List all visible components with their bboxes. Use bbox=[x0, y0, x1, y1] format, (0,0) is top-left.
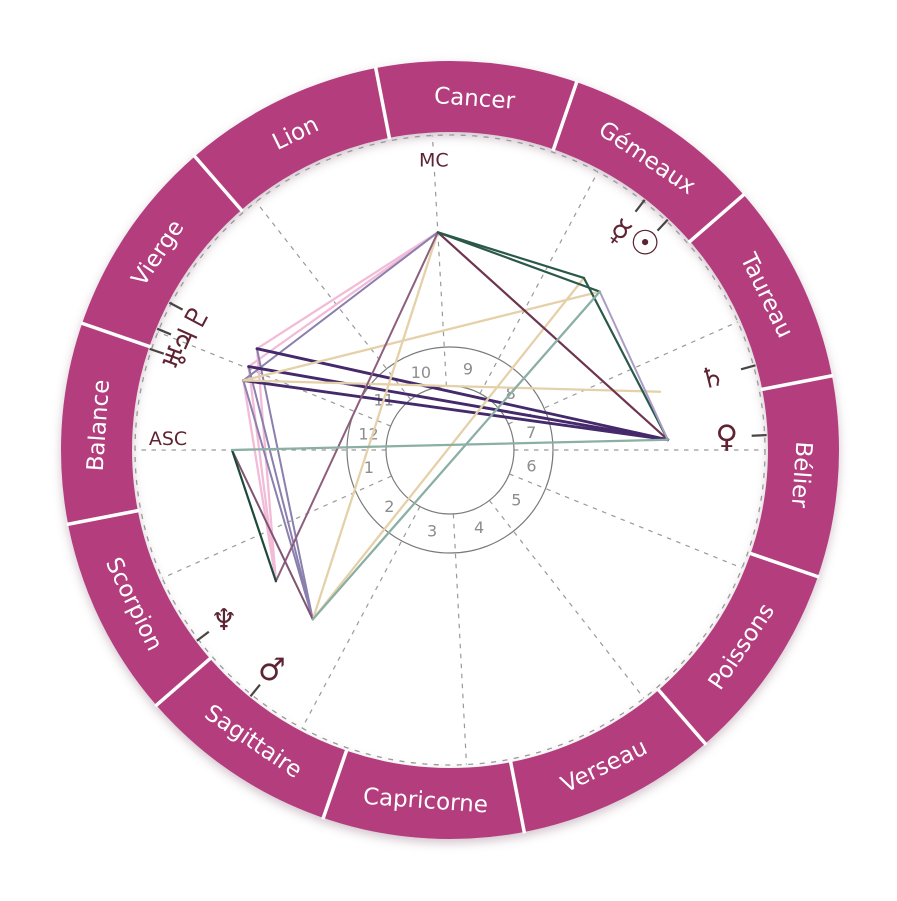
sign-boundary-line bbox=[154, 656, 213, 708]
sign-label-balance: Balance bbox=[83, 379, 115, 472]
aspect-line-asc-venus bbox=[230, 438, 669, 452]
sun-position-tick bbox=[656, 218, 669, 232]
house-cusp-line-6 bbox=[509, 473, 743, 569]
mc-label: MC bbox=[419, 149, 449, 171]
aspect-line-asc-neptune bbox=[230, 448, 277, 583]
pluto-position-tick bbox=[168, 301, 184, 311]
aspect-line-sun-venus bbox=[598, 290, 669, 441]
house-cusp-line-3 bbox=[301, 506, 421, 729]
house-number-5: 5 bbox=[511, 490, 521, 509]
house-number-1: 1 bbox=[364, 458, 374, 477]
mercury-position-tick bbox=[634, 199, 646, 213]
sign-boundary-line bbox=[748, 551, 820, 579]
house-number-4: 4 bbox=[474, 518, 484, 537]
sign-boundary-line bbox=[321, 748, 349, 820]
sign-boundary-line bbox=[192, 154, 244, 213]
sign-label-cancer: Cancer bbox=[433, 83, 516, 115]
house-number-9: 9 bbox=[463, 359, 473, 378]
aspect-line-uranus-venus bbox=[241, 379, 670, 442]
aspect-line-mc-neptune bbox=[274, 231, 439, 583]
saturn-glyph: ♄ bbox=[696, 358, 728, 396]
house-cusp-line-12 bbox=[157, 331, 391, 427]
aspect-line-jupiter-venus bbox=[247, 365, 670, 442]
mars-position-tick bbox=[249, 684, 261, 698]
aspect-line-pluto-neptune bbox=[255, 347, 278, 583]
aspect-line-jupiter-mars bbox=[247, 365, 314, 621]
zodiac-ring-band bbox=[61, 61, 839, 839]
aspect-line-jupiter-neptune bbox=[247, 365, 278, 583]
uranus-position-tick bbox=[149, 347, 165, 355]
aspect-line-uranus-mars bbox=[242, 379, 314, 621]
aspect-line-pluto-mars bbox=[255, 347, 314, 621]
aspect-line-mc-venus bbox=[436, 231, 669, 441]
aspect-line-uranus-neptune bbox=[242, 379, 278, 583]
sign-boundary-line bbox=[551, 80, 579, 152]
saturn-position-tick bbox=[740, 364, 756, 371]
sign-boundary-line bbox=[760, 373, 834, 392]
house-cusp-line-10 bbox=[431, 135, 448, 387]
sign-boundary-line bbox=[373, 66, 392, 140]
aspect-line-mc-mercury bbox=[436, 231, 586, 280]
house-cusp-line-8 bbox=[508, 321, 739, 425]
aspect-line-uranus-sun bbox=[242, 290, 601, 382]
sign-boundary-line bbox=[508, 760, 527, 834]
house-cusp-line-5 bbox=[488, 500, 645, 699]
zodiac-ring: CancerGémeauxTaureauBélierPoissonsVersea… bbox=[61, 61, 839, 839]
sun-glyph: ☉ bbox=[630, 224, 660, 264]
house-number-6: 6 bbox=[526, 456, 536, 475]
aspect-line-mc-sun bbox=[436, 231, 601, 293]
mars-glyph: ♂ bbox=[258, 652, 286, 688]
house-number-10: 10 bbox=[411, 363, 431, 382]
house-number-2: 2 bbox=[384, 497, 394, 516]
venus-position-tick bbox=[751, 433, 767, 437]
neptune-position-tick bbox=[196, 630, 210, 642]
sign-label-belier: Bélier bbox=[786, 441, 817, 510]
house-cusp-line-9 bbox=[479, 171, 599, 394]
aspect-line-asc-mars bbox=[231, 449, 314, 621]
aspect-line-sun-mars bbox=[311, 290, 601, 621]
aspect-line-pluto-venus bbox=[255, 347, 670, 442]
house-number-7: 7 bbox=[526, 423, 536, 442]
aspect-line-uranus-saturn bbox=[242, 379, 662, 393]
center-circle bbox=[385, 385, 515, 515]
sign-boundary-line bbox=[66, 508, 140, 527]
aspect-line-mc-pluto bbox=[255, 231, 439, 350]
aspect-line-mc-jupiter bbox=[247, 231, 439, 368]
aspect-line-mercury-mars bbox=[311, 276, 586, 621]
sign-boundary-line bbox=[80, 321, 152, 349]
house-cusp-line-11 bbox=[255, 201, 412, 400]
venus-glyph: ♀ bbox=[715, 419, 738, 455]
aspect-line-mercury-venus bbox=[582, 276, 669, 441]
zodiac-inner-dashed-circle bbox=[134, 134, 766, 766]
house-number-3: 3 bbox=[427, 522, 437, 541]
asc-label: ASC bbox=[149, 428, 187, 450]
sign-boundary-line bbox=[687, 192, 746, 244]
aspect-line-mc-mars bbox=[311, 231, 439, 621]
jupiter-position-tick bbox=[156, 327, 172, 336]
house-number-circle bbox=[346, 346, 554, 554]
sign-boundary-line bbox=[656, 687, 708, 746]
house-cusp-line-4 bbox=[452, 513, 468, 765]
aspect-line-mc-uranus bbox=[242, 231, 439, 382]
neptune-glyph: ♆ bbox=[211, 603, 238, 638]
